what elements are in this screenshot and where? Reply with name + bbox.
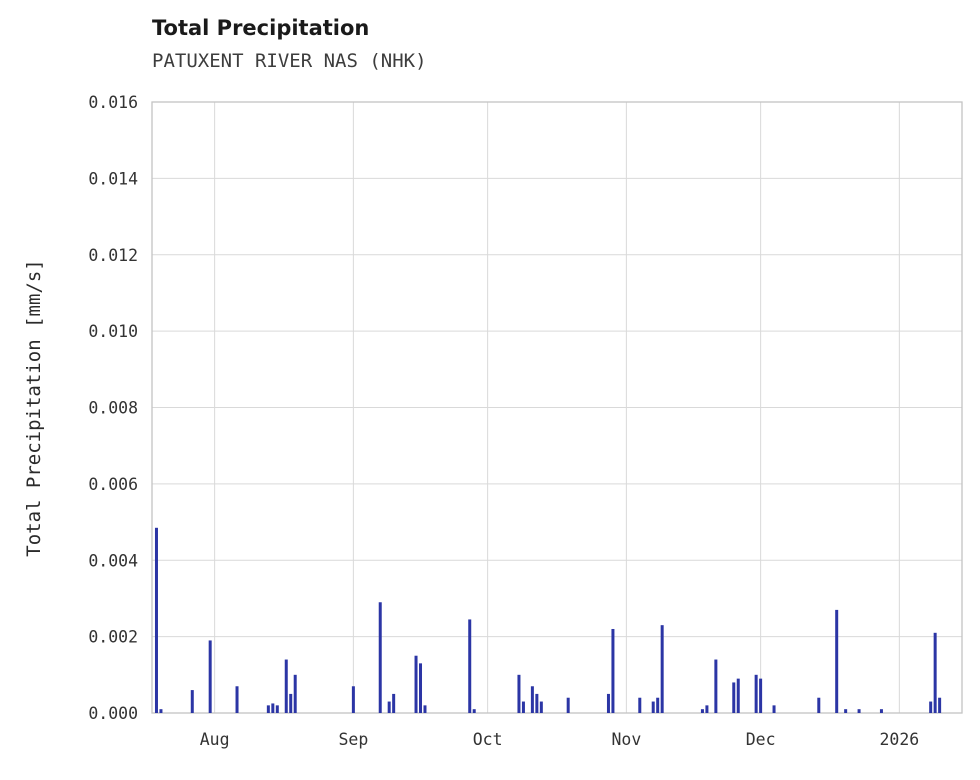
- precip-bar: [468, 619, 472, 713]
- precip-bar: [714, 659, 718, 713]
- precip-bar: [208, 640, 212, 713]
- precip-bar: [289, 693, 293, 713]
- precip-bar: [938, 697, 942, 713]
- precip-bar: [190, 690, 194, 713]
- precip-bar: [660, 625, 664, 713]
- y-tick-label: 0.006: [88, 475, 138, 494]
- precip-bar: [736, 678, 740, 713]
- precip-bar: [154, 527, 158, 713]
- precip-bar: [651, 701, 655, 713]
- precip-bar: [844, 709, 848, 713]
- precip-bar: [521, 701, 525, 713]
- precip-bar: [284, 659, 288, 713]
- precip-bar: [530, 686, 534, 713]
- plot-border: [151, 101, 963, 714]
- precip-bar: [392, 693, 396, 713]
- precip-bar: [835, 609, 839, 713]
- precip-bar: [535, 693, 539, 713]
- y-tick-label: 0.000: [88, 704, 138, 723]
- y-tick-label: 0.004: [88, 551, 138, 570]
- y-tick-label: 0.010: [88, 322, 138, 341]
- chart-title: Total Precipitation: [152, 16, 370, 40]
- precip-bar: [817, 697, 821, 713]
- precip-bar: [606, 693, 610, 713]
- precip-bar: [423, 705, 427, 713]
- precip-bar: [271, 703, 275, 713]
- precip-bar: [293, 674, 297, 713]
- y-tick-label: 0.016: [88, 93, 138, 112]
- precip-bar: [378, 602, 382, 713]
- precip-bar: [539, 701, 543, 713]
- precip-bar: [611, 628, 615, 713]
- y-tick-label: 0.012: [88, 246, 138, 265]
- precip-bar: [705, 705, 709, 713]
- precip-bar: [732, 682, 736, 713]
- precip-bar: [638, 697, 642, 713]
- precip-bar: [159, 709, 163, 713]
- precip-bar: [879, 709, 883, 713]
- precip-bar: [566, 697, 570, 713]
- precip-bar: [517, 674, 521, 713]
- y-tick-label: 0.014: [88, 169, 138, 188]
- x-tick-label: Dec: [746, 730, 776, 749]
- precip-bar: [933, 632, 937, 713]
- x-tick-label: Sep: [338, 730, 368, 749]
- x-tick-label: Aug: [200, 730, 230, 749]
- y-tick-label: 0.008: [88, 399, 138, 418]
- precip-bar: [472, 709, 476, 713]
- precip-bar: [700, 709, 704, 713]
- precip-bar: [656, 697, 660, 713]
- precip-bar: [759, 678, 763, 713]
- chart-subtitle: PATUXENT RIVER NAS (NHK): [152, 50, 427, 72]
- x-tick-label: Oct: [473, 730, 503, 749]
- precip-bar: [419, 663, 423, 713]
- x-tick-label: Nov: [611, 730, 641, 749]
- precip-bar: [387, 701, 391, 713]
- precip-bar: [266, 705, 270, 713]
- precip-bar: [772, 705, 776, 713]
- precip-bar: [351, 686, 355, 713]
- precip-bar: [414, 655, 418, 713]
- precip-bar: [754, 674, 758, 713]
- y-tick-label: 0.002: [88, 628, 138, 647]
- precip-bar: [275, 705, 279, 713]
- x-tick-label: 2026: [879, 730, 919, 749]
- precip-bar: [857, 709, 861, 713]
- precip-bar: [929, 701, 933, 713]
- precip-bar: [235, 686, 239, 713]
